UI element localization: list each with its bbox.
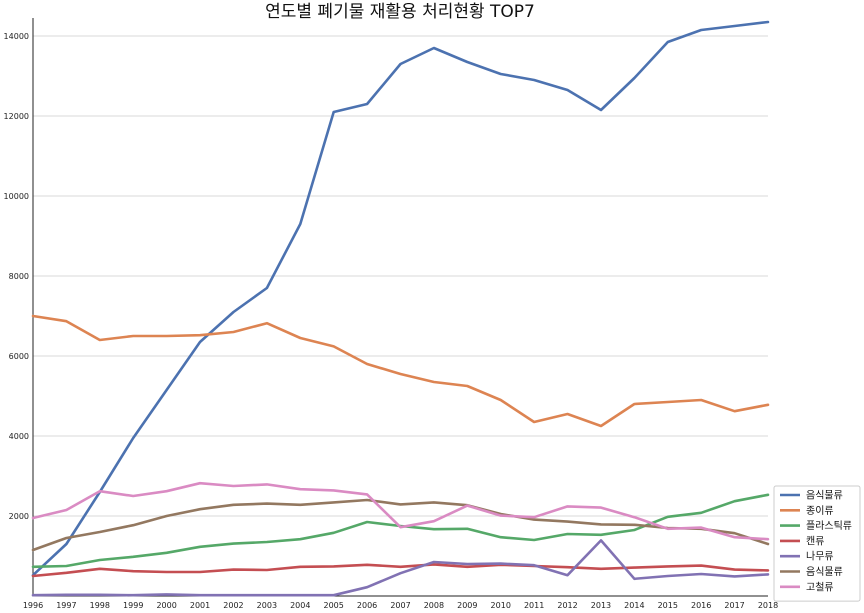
x-tick-label: 2008	[424, 601, 444, 610]
legend-label: 캔류	[806, 535, 824, 547]
legend-label: 음식물류	[806, 566, 843, 578]
y-tick-label: 6000	[9, 352, 29, 361]
y-tick-label: 4000	[9, 432, 29, 441]
x-tick-label: 2011	[524, 601, 544, 610]
series-line-1	[31, 20, 770, 577]
x-tick-label: 2003	[257, 601, 277, 610]
x-tick-label: 2017	[724, 601, 744, 610]
x-tick-label: 2015	[658, 601, 678, 610]
x-tick-label: 2006	[357, 601, 377, 610]
series-lines	[31, 20, 770, 597]
x-tick-label: 1997	[56, 601, 76, 610]
legend-label: 고철류	[806, 581, 834, 593]
y-tick-label: 12000	[4, 112, 29, 121]
x-tick-label: 2009	[457, 601, 477, 610]
x-tick-label: 2012	[557, 601, 577, 610]
x-tick-label: 2014	[624, 601, 644, 610]
x-tick-label: 2016	[691, 601, 711, 610]
x-tick-label: 2010	[491, 601, 511, 610]
x-tick-labels: 1996 1997 1998 1999 2000 2001 2002 2003 2004 2005…	[23, 601, 778, 610]
y-tick-labels: 2000 4000 6000 8000 10000 12000 14000	[4, 32, 29, 521]
x-tick-label: 2001	[190, 601, 210, 610]
legend-label: 음식물류	[806, 490, 843, 502]
x-tick-label: 1996	[23, 601, 43, 610]
x-tick-label: 2007	[390, 601, 410, 610]
axes	[32, 18, 768, 597]
legend-label: 종이류	[806, 505, 834, 517]
x-tick-label: 1999	[123, 601, 143, 610]
y-gridlines	[33, 35, 768, 517]
y-tick-label: 8000	[9, 272, 29, 281]
x-tick-label: 2005	[324, 601, 344, 610]
legend-label: 나무류	[806, 551, 834, 563]
x-tick-label: 2004	[290, 601, 310, 610]
y-tick-label: 10000	[4, 192, 29, 201]
y-tick-label: 2000	[9, 512, 29, 521]
chart-title: 연도별 폐기물 재활용 처리현황 TOP7	[265, 2, 535, 22]
x-tick-label: 2013	[591, 601, 611, 610]
y-tick-label: 14000	[4, 32, 29, 41]
series-line-2	[31, 314, 770, 428]
x-tick-label: 1998	[90, 601, 110, 610]
legend-label: 플라스틱류	[806, 520, 852, 532]
x-tick-label: 2000	[156, 601, 176, 610]
series-line-6	[31, 498, 770, 552]
series-line-5	[31, 539, 770, 597]
series-line-4	[31, 563, 770, 578]
series-line-7	[31, 481, 770, 541]
x-tick-label: 2002	[223, 601, 243, 610]
x-tick-label: 2018	[758, 601, 778, 610]
